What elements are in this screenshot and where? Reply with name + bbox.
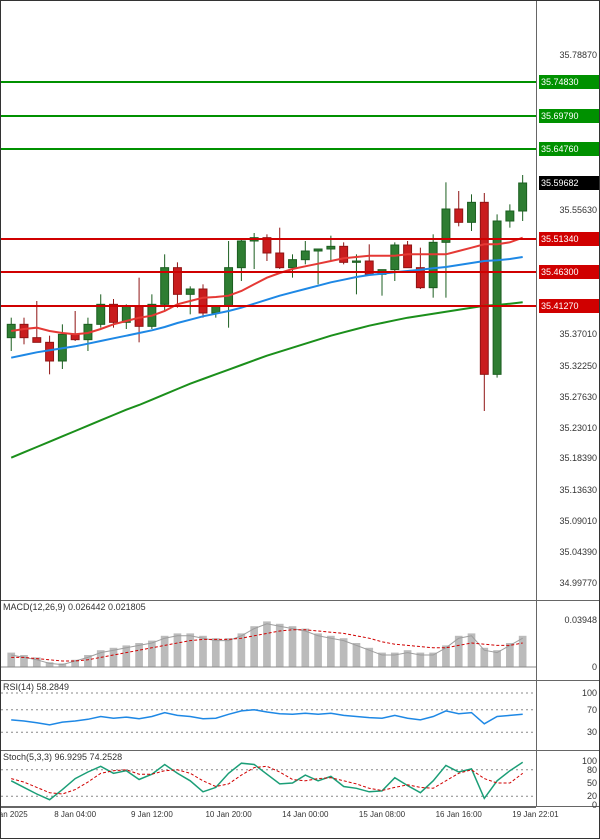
horizontal-level: [1, 115, 536, 117]
macd-y-axis: 0.03948 0: [536, 601, 599, 680]
stoch-y-tick: 50: [587, 778, 597, 788]
horizontal-level: [1, 81, 536, 83]
price-y-tick: 35.13630: [559, 485, 597, 495]
rsi-y-axis: 100 70 30: [536, 681, 599, 750]
x-axis-tick: 9 Jan 12:00: [131, 810, 173, 819]
price-y-tick: 35.37010: [559, 329, 597, 339]
x-axis-tick: 8 Jan 04:00: [54, 810, 96, 819]
rsi-y-tick: 30: [587, 727, 597, 737]
price-plot: [1, 1, 536, 600]
level-label: 35.69790: [539, 109, 599, 123]
horizontal-level: [1, 238, 536, 240]
rsi-plot: [1, 681, 536, 750]
price-y-tick: 34.99770: [559, 578, 597, 588]
current-price-label: 35.59682: [539, 176, 599, 190]
macd-plot: [1, 601, 536, 680]
rsi-label: RSI(14) 58.2849: [3, 682, 69, 692]
level-label: 35.46300: [539, 265, 599, 279]
stoch-y-axis: 1008050200: [536, 751, 599, 806]
rsi-y-tick: 70: [587, 705, 597, 715]
price-y-tick: 35.78870: [559, 50, 597, 60]
stoch-label: Stoch(5,3,3) 96.9295 74.2528: [3, 752, 122, 762]
stoch-panel[interactable]: Stoch(5,3,3) 96.9295 74.2528 1008050200: [1, 751, 599, 807]
rsi-y-tick: 100: [582, 688, 597, 698]
level-label: 35.74830: [539, 75, 599, 89]
horizontal-level: [1, 271, 536, 273]
level-label: 35.64760: [539, 142, 599, 156]
price-y-tick: 35.09010: [559, 516, 597, 526]
x-axis-tick: 19 Jan 22:01: [512, 810, 558, 819]
price-y-tick: 35.27630: [559, 392, 597, 402]
macd-panel[interactable]: MACD(12,26,9) 0.026442 0.021805 0.03948 0: [1, 601, 599, 681]
stoch-y-tick: 0: [592, 800, 597, 810]
x-axis-tick: 10 Jan 20:00: [205, 810, 251, 819]
macd-svg: [1, 601, 536, 680]
price-svg: [1, 1, 536, 600]
horizontal-level: [1, 148, 536, 150]
price-y-tick: 35.32250: [559, 361, 597, 371]
horizontal-level: [1, 305, 536, 307]
price-y-tick: 35.04390: [559, 547, 597, 557]
x-axis: Jan 2025 8 Jan 04:00 9 Jan 12:00 10 Jan 20:…: [1, 807, 536, 840]
x-axis-tick: 16 Jan 16:00: [436, 810, 482, 819]
x-axis-tick: Jan 2025: [0, 810, 28, 819]
price-y-tick: 35.18390: [559, 453, 597, 463]
price-y-axis: 35.78870 35.55630 35.37010 35.32250 35.27630…: [536, 1, 599, 600]
price-panel[interactable]: 35.78870 35.55630 35.37010 35.32250 35.27630…: [1, 1, 599, 601]
level-label: 35.41270: [539, 299, 599, 313]
macd-y-tick: 0.03948: [564, 615, 597, 625]
stoch-y-tick: 80: [587, 765, 597, 775]
rsi-svg: [1, 681, 536, 750]
x-axis-tick: 14 Jan 00:00: [282, 810, 328, 819]
macd-y-tick: 0: [592, 662, 597, 672]
macd-label: MACD(12,26,9) 0.026442 0.021805: [3, 602, 146, 612]
price-y-tick: 35.23010: [559, 423, 597, 433]
rsi-panel[interactable]: RSI(14) 58.2849 100 70 30: [1, 681, 599, 751]
x-axis-tick: 15 Jan 08:00: [359, 810, 405, 819]
level-label: 35.51340: [539, 232, 599, 246]
chart-container: 35.78870 35.55630 35.37010 35.32250 35.27630…: [0, 0, 600, 839]
price-y-tick: 35.55630: [559, 205, 597, 215]
